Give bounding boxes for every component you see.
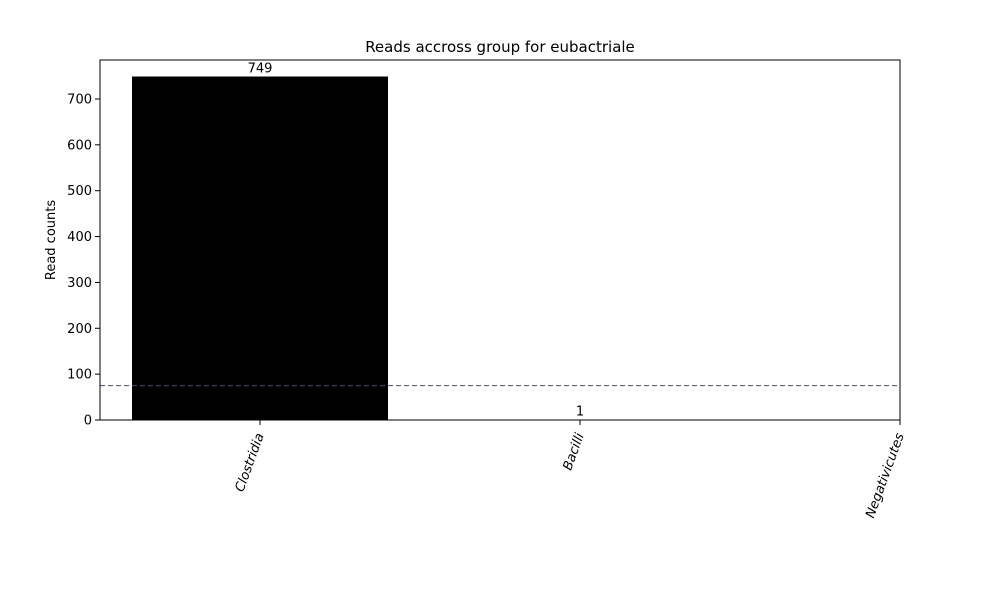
y-tick-label: 100: [67, 368, 92, 383]
x-tick-label-clostridia: Clostridia: [233, 431, 268, 494]
data-label-clostridia: 749: [248, 62, 273, 77]
x-tick-label-bacilli: Bacilli: [561, 431, 588, 473]
bar-clostridia: [132, 76, 388, 420]
data-label-bacilli: 1: [576, 405, 584, 420]
y-tick-label: 500: [67, 184, 92, 199]
y-tick-label: 600: [67, 138, 92, 153]
chart-title: Reads accross group for eubactriale: [365, 38, 635, 56]
x-tick-label-negativicutes: Negativicutes: [863, 431, 908, 520]
y-tick-label: 400: [67, 230, 92, 245]
y-tick-label: 200: [67, 322, 92, 337]
y-tick-label: 700: [67, 92, 92, 107]
y-tick-label: 0: [84, 414, 92, 429]
plot-frame: [99, 59, 901, 421]
y-axis-label: Read counts: [44, 200, 59, 280]
y-tick-label: 300: [67, 276, 92, 291]
